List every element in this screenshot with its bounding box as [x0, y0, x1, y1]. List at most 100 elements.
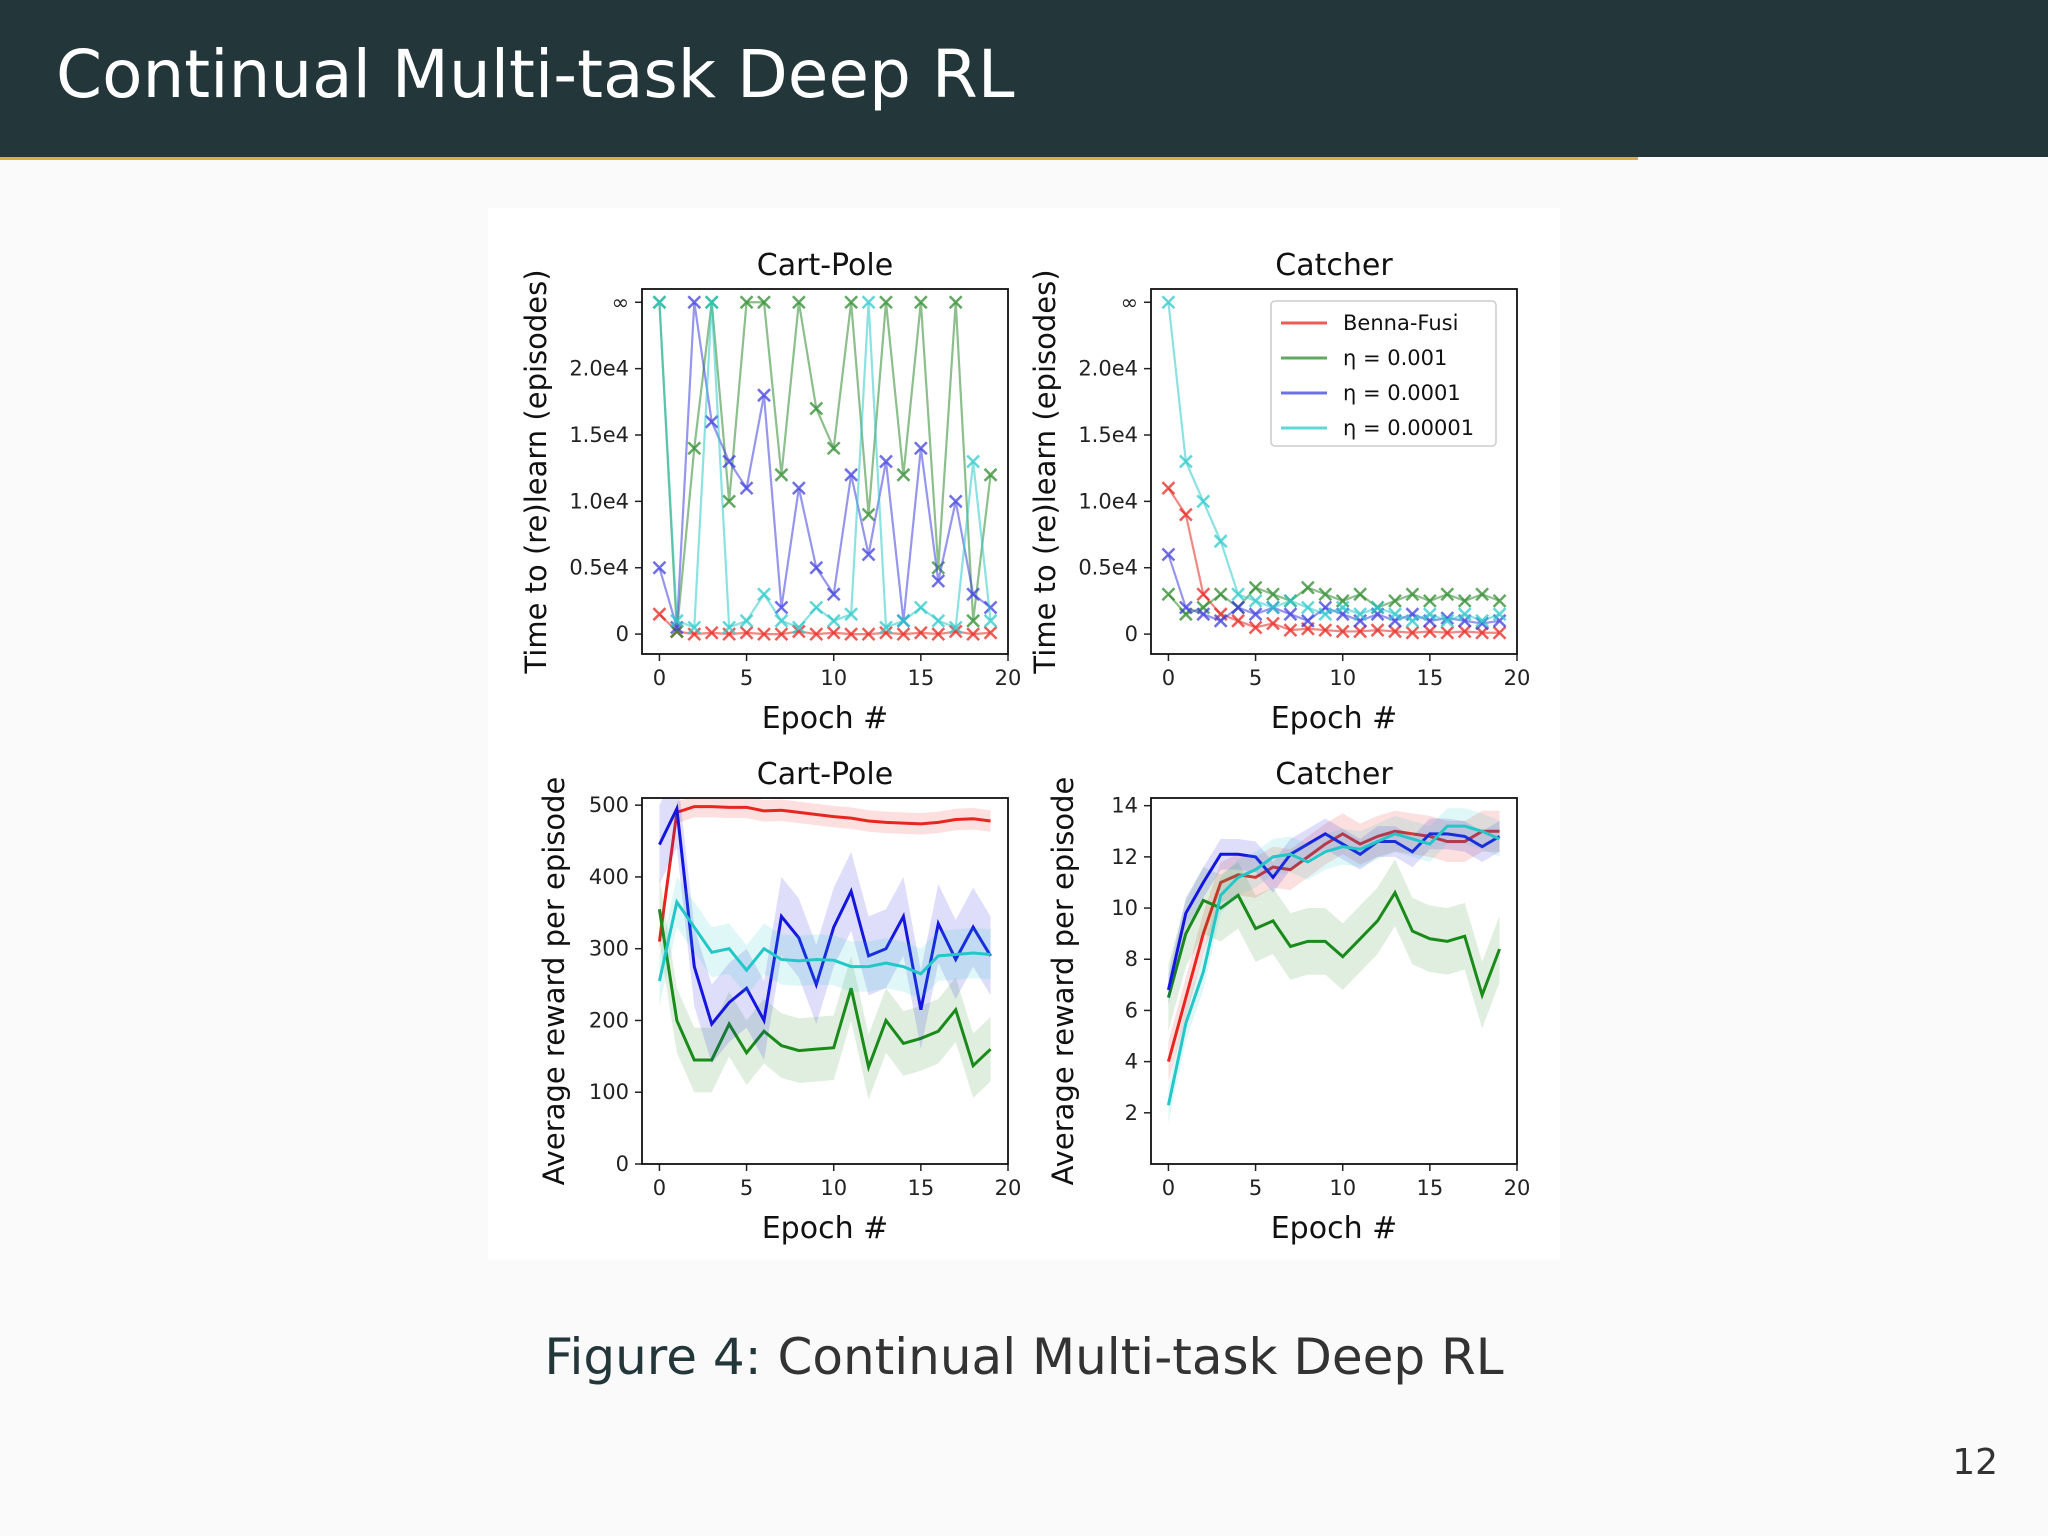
data-point-marker: [1353, 587, 1368, 602]
y-tick-label: 0.5e4: [569, 556, 629, 580]
data-point-marker: [948, 620, 963, 635]
data-point-marker: [704, 295, 719, 310]
data-point-marker: [774, 600, 789, 615]
data-point-marker: [1161, 587, 1176, 602]
x-tick-label: 15: [1416, 666, 1443, 690]
plot-area: [1161, 295, 1507, 640]
data-point-marker: [1405, 625, 1420, 640]
plot-frame: [641, 288, 1009, 655]
y-tick-label: 300: [589, 937, 629, 961]
data-point-marker: [1196, 494, 1211, 509]
data-point-marker: [1422, 607, 1437, 622]
data-point-marker: [704, 625, 719, 640]
data-point-marker: [931, 627, 946, 641]
data-point-marker: [1440, 611, 1455, 626]
y-tick-label: 500: [589, 793, 629, 817]
x-tick-label: 15: [907, 666, 934, 690]
data-point-marker: [1388, 607, 1402, 622]
data-point-marker: [1370, 623, 1385, 637]
legend-entry: η = 0.001: [1343, 346, 1447, 370]
page-number: 12: [1952, 1442, 1998, 1483]
data-point-marker: [1475, 587, 1490, 602]
y-axis-label: Average reward per episode: [1046, 777, 1080, 1186]
data-point-marker: [966, 613, 981, 628]
data-point-marker: [791, 620, 806, 635]
data-point-marker: [983, 467, 998, 482]
data-point-marker: [669, 613, 684, 628]
data-point-marker: [739, 613, 754, 628]
y-tick-label: 14: [1111, 794, 1138, 818]
data-point-marker: [1388, 594, 1402, 608]
data-point-marker: [669, 624, 684, 639]
data-point-marker: [1178, 454, 1193, 469]
data-point-marker: [844, 295, 859, 310]
data-point-marker: [757, 388, 771, 403]
data-point-marker: [1318, 607, 1333, 622]
figure-charts: 0 5 10 15 2000.5e41.0e41.5e42.0e4∞Cart-PoleE…: [519, 248, 1530, 1246]
series-line: [1166, 824, 1501, 1106]
y-axis-label: Time to (re)learn (episodes): [519, 269, 553, 674]
data-point-marker: [966, 587, 981, 602]
data-point-marker: [1475, 613, 1490, 628]
y-tick-label: 2.0e4: [569, 357, 629, 381]
series-band: [1168, 808, 1500, 1124]
data-point-marker: [896, 613, 911, 628]
y-tick-label: 10: [1111, 896, 1138, 920]
data-point-marker: [879, 625, 893, 640]
data-point-marker: [1161, 481, 1176, 495]
slide-title: Continual Multi-task Deep RL: [56, 36, 1015, 113]
data-point-marker: [1405, 613, 1420, 628]
x-tick-label: 5: [1249, 1176, 1262, 1200]
data-point-marker: [722, 494, 737, 509]
data-point-marker: [722, 620, 737, 635]
data-point-marker: [1231, 587, 1246, 602]
plot-frame: [1150, 288, 1518, 655]
data-point-marker: [879, 620, 893, 635]
x-axis-label: Epoch #: [762, 1211, 889, 1246]
series-line: [658, 301, 992, 632]
plot-frame: [1150, 797, 1518, 1165]
data-point-marker: [1178, 600, 1193, 615]
y-tick-label: 200: [589, 1008, 629, 1032]
data-point-marker: [1161, 547, 1176, 562]
data-point-marker: [931, 613, 946, 628]
y-tick-label: 4: [1125, 1050, 1138, 1074]
x-tick-label: 10: [1329, 666, 1356, 690]
data-point-marker: [739, 295, 754, 310]
data-point-marker: [1248, 607, 1263, 622]
data-point-marker: [826, 625, 841, 640]
y-tick-label: 2.0e4: [1078, 357, 1138, 381]
data-point-marker: [722, 454, 737, 469]
data-point-marker: [1370, 600, 1385, 615]
y-tick-label: ∞: [612, 290, 630, 314]
series-band: [1168, 810, 1500, 1083]
data-point-marker: [1335, 624, 1350, 639]
data-point-marker: [1492, 625, 1507, 640]
series-band: [1168, 859, 1500, 1031]
x-tick-label: 10: [1329, 1176, 1356, 1200]
data-point-marker: [983, 600, 998, 615]
data-point-marker: [948, 295, 963, 310]
series-band: [659, 798, 991, 1064]
x-tick-label: 0: [1162, 1176, 1175, 1200]
data-point-marker: [687, 620, 702, 635]
data-point-marker: [1161, 295, 1176, 310]
data-point-marker: [844, 607, 859, 622]
data-point-marker: [1248, 594, 1263, 608]
series-band: [659, 876, 991, 1007]
series-line: [657, 909, 992, 1073]
x-tick-label: 15: [1416, 1176, 1443, 1200]
caption-text: Continual Multi-task Deep RL: [777, 1328, 1504, 1386]
data-point-marker: [879, 454, 893, 469]
chart-1: 0 5 10 15 20 0 0.5e4 1.0e4 1.5e4 2.0e4 ∞ Cart-Pole E…: [519, 248, 1021, 736]
y-tick-label: 0: [616, 622, 629, 646]
data-point-marker: [757, 587, 771, 602]
data-point-marker: [913, 625, 928, 640]
data-point-marker: [652, 295, 667, 310]
data-point-marker: [948, 624, 963, 639]
data-point-marker: [1457, 594, 1472, 608]
header-accent-line: [0, 157, 1638, 160]
chart-title: Catcher: [1275, 248, 1393, 283]
data-point-marker: [1318, 587, 1333, 602]
